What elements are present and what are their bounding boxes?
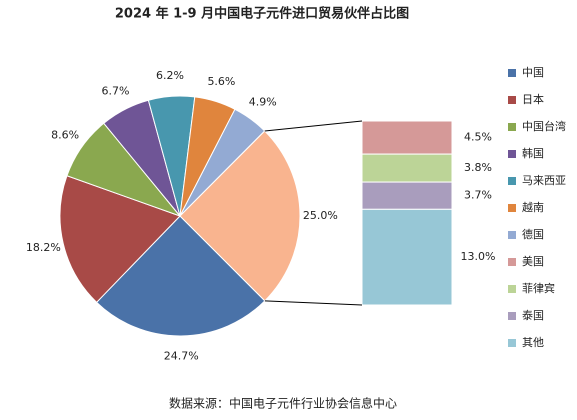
bar-segment [361, 208, 453, 306]
bar-segment [361, 153, 453, 183]
legend-label: 越南 [522, 200, 544, 214]
slice-label: 8.6% [51, 128, 79, 141]
legend-label: 泰国 [522, 308, 544, 322]
pie-slice [179, 130, 301, 302]
legend-swatch [508, 96, 516, 104]
chart-source: 数据来源：中国电子元件行业协会信息中心 [169, 396, 397, 411]
legend-label: 德国 [522, 227, 544, 241]
slice-label: 5.6% [207, 75, 235, 88]
legend-label: 中国 [522, 66, 544, 79]
legend-swatch [508, 258, 516, 266]
bar-segment [361, 181, 453, 210]
legend-swatch [508, 150, 516, 158]
legend-swatch [508, 339, 516, 347]
legend-swatch [508, 312, 516, 320]
legend-label: 其他 [522, 336, 544, 349]
pie-slice [59, 175, 181, 304]
legend-label: 韩国 [522, 146, 544, 160]
slice-label: 18.2% [26, 241, 61, 254]
legend-swatch [508, 204, 516, 212]
slice-label: 4.9% [249, 96, 277, 109]
legend-swatch [508, 231, 516, 239]
legend-swatch [508, 123, 516, 131]
bar-segment [361, 120, 453, 155]
legend-label: 美国 [522, 255, 544, 268]
slice-label: 25.0% [303, 209, 338, 222]
chart-title: 2024 年 1-9 月中国电子元件进口贸易伙伴占比图 [115, 6, 409, 22]
pie-slice [95, 215, 266, 337]
legend-label: 马来西亚 [522, 174, 566, 187]
slice-label: 24.7% [164, 349, 199, 362]
bar-label: 4.5% [464, 131, 492, 144]
legend-swatch [508, 69, 516, 77]
legend-swatch [508, 285, 516, 293]
slice-label: 6.7% [102, 84, 130, 97]
legend-label: 日本 [522, 92, 544, 106]
legend-label: 菲律宾 [522, 281, 555, 295]
slice-label: 6.2% [156, 69, 184, 82]
legend-swatch [508, 177, 516, 185]
connector-line [264, 120, 363, 132]
connector-line [264, 300, 363, 306]
bar-label: 3.8% [464, 161, 492, 174]
bar-label: 3.7% [464, 189, 492, 202]
legend-label: 中国台湾 [522, 119, 566, 133]
bar-label: 13.0% [461, 250, 496, 263]
